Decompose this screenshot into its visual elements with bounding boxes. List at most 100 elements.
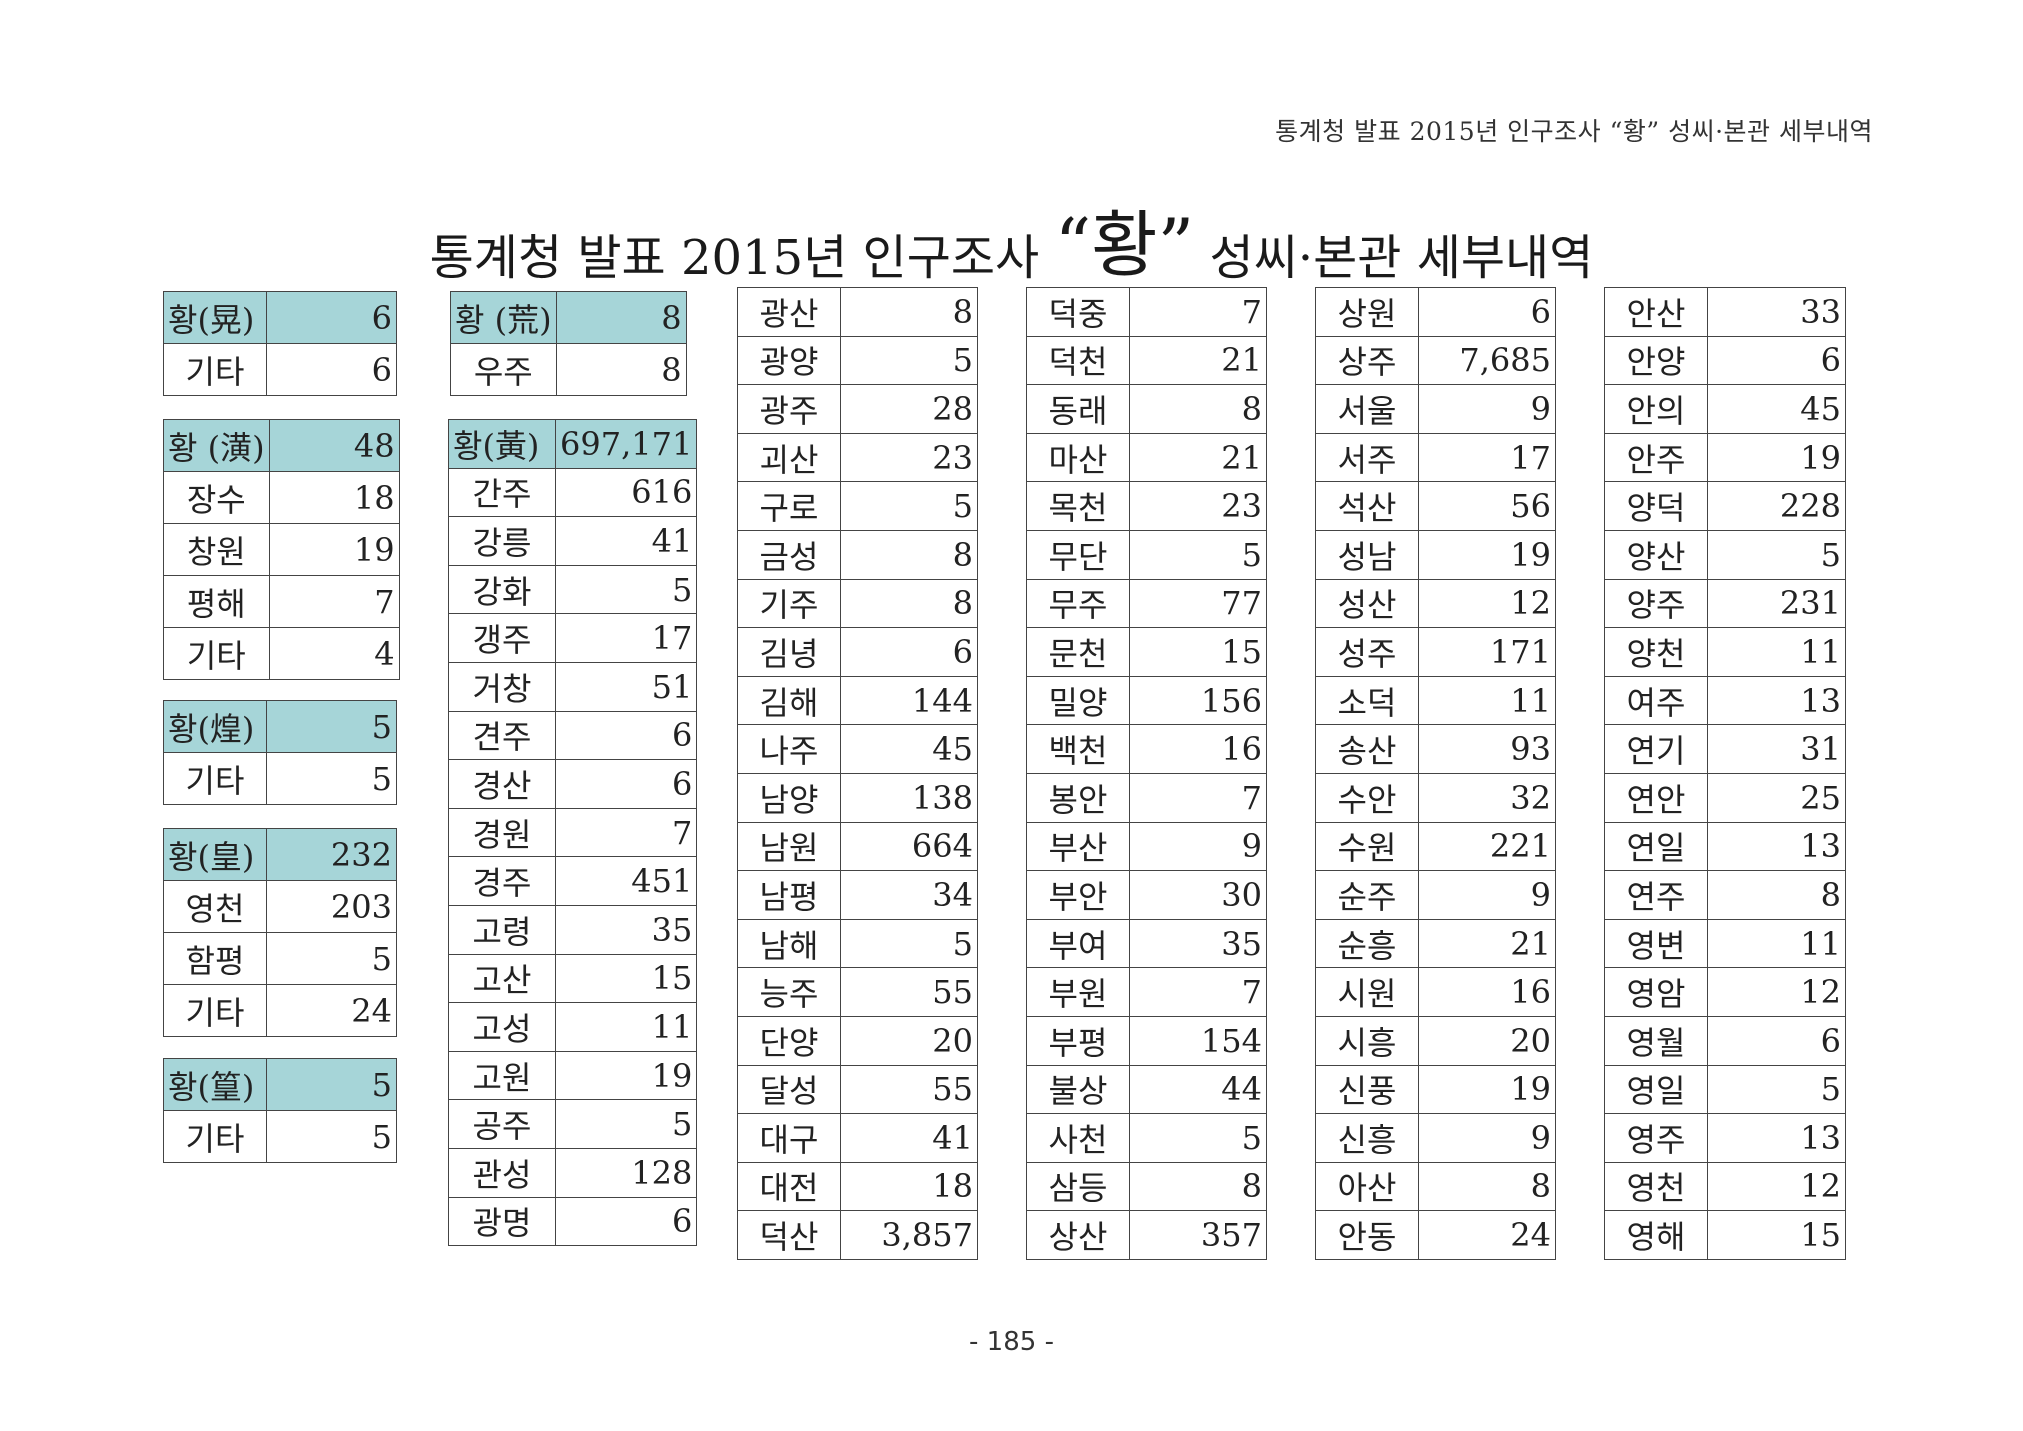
origin-cell: 불상: [1026, 1064, 1130, 1115]
table-row: 대구 41: [737, 1113, 978, 1163]
count-cell: 9: [1418, 1113, 1556, 1163]
table-row: 능주 55: [737, 967, 978, 1017]
origin-cell: 우주: [450, 343, 557, 396]
count-cell: 55: [840, 1064, 978, 1115]
count-cell: 5: [1129, 529, 1267, 580]
origin-cell: 영주: [1604, 1113, 1708, 1163]
count-cell: 5: [266, 1110, 397, 1163]
count-cell: 12: [1707, 1161, 1846, 1212]
count-cell: 13: [1707, 675, 1846, 726]
table-row: 영천 12: [1604, 1161, 1846, 1212]
table-row: 고원 19: [448, 1050, 698, 1101]
table-row: 부원 7: [1026, 967, 1267, 1017]
count-cell: 19: [1418, 1064, 1556, 1115]
origin-cell: 대전: [737, 1161, 841, 1212]
table-row: 부여 35: [1026, 918, 1267, 969]
origin-cell: 양주: [1604, 578, 1708, 629]
table-row: 목천 23: [1026, 481, 1267, 531]
count-cell: 19: [1707, 432, 1846, 483]
table-row: 달성 55: [737, 1064, 978, 1115]
count-cell: 21: [1418, 918, 1556, 969]
count-cell: 451: [554, 856, 698, 906]
title-prefix: 통계청 발표 2015년 인구조사: [429, 230, 1055, 286]
count-cell: 13: [1707, 821, 1846, 872]
table-row: 기주 8: [737, 578, 978, 629]
origin-cell: 서울: [1315, 384, 1419, 434]
table-row: 관성 128: [448, 1147, 698, 1198]
table-row: 기타 6: [163, 343, 397, 396]
origin-cell: 부안: [1026, 870, 1130, 920]
table-row: 무주 77: [1026, 578, 1267, 629]
origin-cell: 성주: [1315, 627, 1419, 677]
surname-table-hwang-潢: 황 (潢) 48 장수 18 창원 19 평해 7 기타 4: [163, 419, 400, 680]
count-cell: 3,857: [840, 1210, 978, 1260]
count-cell: 11: [554, 1002, 698, 1052]
origin-cell: 안주: [1604, 432, 1708, 483]
origin-cell: 관성: [448, 1147, 556, 1198]
count-cell: 5: [266, 700, 397, 753]
origin-cell: 기타: [163, 343, 267, 396]
count-cell: 144: [840, 675, 978, 726]
origin-cell: 수안: [1315, 772, 1419, 823]
count-cell: 6: [266, 343, 397, 396]
count-cell: 7: [1129, 772, 1267, 823]
count-cell: 5: [266, 752, 397, 805]
count-cell: 7: [554, 807, 698, 858]
table-header-row: 황(煌) 5: [163, 700, 397, 753]
table-row: 양천 11: [1604, 627, 1846, 677]
count-cell: 4: [268, 627, 400, 680]
count-cell: 5: [266, 1058, 397, 1111]
count-cell: 203: [266, 880, 397, 933]
count-cell: 16: [1129, 724, 1267, 774]
count-cell: 93: [1418, 724, 1556, 774]
table-row: 덕천 21: [1026, 335, 1267, 386]
origin-cell: 괴산: [737, 432, 841, 483]
count-cell: 12: [1707, 967, 1846, 1017]
count-cell: 20: [1418, 1015, 1556, 1066]
count-cell: 156: [1129, 675, 1267, 726]
count-cell: 6: [266, 291, 397, 344]
surname-cell: 황(黃): [448, 419, 556, 469]
table-row: 문천 15: [1026, 627, 1267, 677]
origin-cell: 달성: [737, 1064, 841, 1115]
table-row: 시원 16: [1315, 967, 1556, 1017]
count-cell: 8: [1418, 1161, 1556, 1212]
table-row: 대전 18: [737, 1161, 978, 1212]
count-cell: 138: [840, 772, 978, 823]
count-cell: 9: [1418, 384, 1556, 434]
count-cell: 31: [1707, 724, 1846, 774]
table-row: 상원 6: [1315, 287, 1556, 337]
table-row: 순흥 21: [1315, 918, 1556, 969]
origin-cell: 남양: [737, 772, 841, 823]
origin-cell: 기타: [163, 627, 270, 680]
count-cell: 25: [1707, 772, 1846, 823]
table-row: 상주 7,685: [1315, 335, 1556, 386]
count-cell: 5: [840, 918, 978, 969]
origin-cell: 밀양: [1026, 675, 1130, 726]
count-cell: 35: [554, 904, 698, 955]
origin-cell: 안산: [1604, 287, 1708, 337]
running-header: 통계청 발표 2015년 인구조사 “황” 성씨·본관 세부내역: [1275, 117, 1873, 146]
count-cell: 7: [268, 575, 400, 628]
surname-table-hwang-荒: 황 (荒) 8 우주 8: [450, 291, 687, 396]
origin-cell: 안의: [1604, 384, 1708, 434]
count-cell: 33: [1707, 287, 1846, 337]
surname-cell: 황 (潢): [163, 419, 270, 472]
surname-cell: 황(皇): [163, 828, 267, 881]
table-row: 경원 7: [448, 807, 698, 858]
table-row: 금성 8: [737, 529, 978, 580]
origin-list-column-3: 상원 6 상주 7,685 서울 9 서주 17 석산 56 성남 19 성산 12 성주 171 소덕 11 송산…: [1315, 287, 1556, 1260]
table-row: 견주 6: [448, 710, 698, 761]
origin-cell: 목천: [1026, 481, 1130, 531]
origin-cell: 영일: [1604, 1064, 1708, 1115]
table-row: 광명 6: [448, 1196, 698, 1247]
origin-cell: 안동: [1315, 1210, 1419, 1260]
count-cell: 12: [1418, 578, 1556, 629]
origin-cell: 강화: [448, 564, 556, 615]
origin-cell: 평해: [163, 575, 270, 628]
count-cell: 77: [1129, 578, 1267, 629]
table-row: 단양 20: [737, 1015, 978, 1066]
surname-cell: 황(篁): [163, 1058, 267, 1111]
table-row: 기타 4: [163, 627, 400, 680]
origin-cell: 여주: [1604, 675, 1708, 726]
